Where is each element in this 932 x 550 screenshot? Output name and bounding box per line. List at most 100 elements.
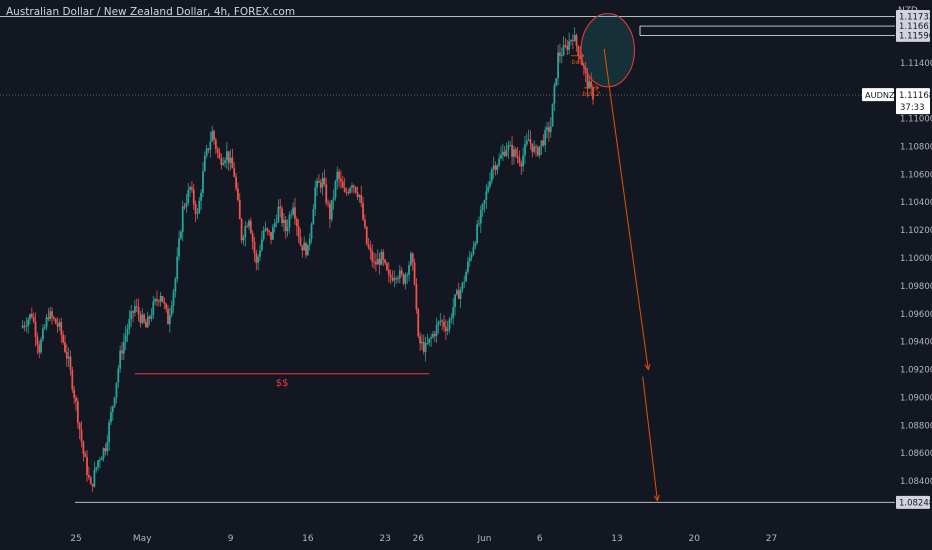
candle-body <box>161 295 164 302</box>
candle-body <box>501 151 504 156</box>
candle <box>76 397 79 429</box>
candle-body <box>187 189 190 204</box>
candle-body <box>260 239 263 251</box>
candle <box>566 40 569 56</box>
candle <box>378 252 381 275</box>
candle <box>133 299 136 317</box>
candle-body <box>102 448 105 458</box>
candle <box>316 177 318 197</box>
candle <box>501 143 504 161</box>
candle-body <box>32 317 35 322</box>
candle <box>47 308 50 322</box>
candle-body <box>159 295 162 302</box>
candle <box>49 306 52 322</box>
y-tick-label: 1.10000 <box>900 254 932 264</box>
y-tick-label: 1.09200 <box>900 366 932 376</box>
projection-arrowhead <box>644 363 651 371</box>
candle <box>185 194 188 213</box>
candle <box>264 221 267 233</box>
time-axis: 25 May 9 16 23 26 Jun 6 13 20 27 <box>70 534 777 544</box>
candle <box>286 219 289 237</box>
candle <box>546 122 548 139</box>
candle <box>419 332 421 352</box>
candle <box>356 186 359 201</box>
candle-body <box>557 52 559 79</box>
candle <box>216 146 219 159</box>
candle <box>487 181 490 194</box>
candle-body <box>485 191 488 201</box>
candle <box>373 252 375 269</box>
candle <box>312 204 315 225</box>
candle-body <box>87 475 90 478</box>
candle <box>255 249 258 271</box>
candle <box>25 317 28 333</box>
candle-body <box>409 253 412 266</box>
candle <box>476 220 479 245</box>
candle-body <box>483 200 486 204</box>
candle-body <box>220 158 223 165</box>
candle-body <box>340 178 342 182</box>
candle <box>308 233 311 251</box>
candle <box>198 197 201 214</box>
candle-body <box>67 356 70 359</box>
candle <box>189 185 191 197</box>
candle-body <box>559 52 561 56</box>
candle-body <box>242 237 245 241</box>
candle-body <box>358 195 361 197</box>
candle-body <box>225 151 228 161</box>
candle-body <box>441 320 444 322</box>
candle <box>93 461 96 488</box>
candle <box>82 440 85 462</box>
candle-body <box>122 341 125 354</box>
candle-body <box>191 187 193 190</box>
candle-body <box>95 467 98 471</box>
symbol-tag <box>862 88 894 102</box>
candle <box>520 160 523 175</box>
candle <box>294 197 296 225</box>
candle-body <box>29 314 31 320</box>
candle <box>222 157 225 166</box>
candle-body <box>540 140 543 147</box>
candle <box>84 451 87 458</box>
candle <box>58 318 61 331</box>
candle <box>143 312 145 324</box>
candle <box>163 297 166 310</box>
candle-body <box>277 206 280 223</box>
candle <box>408 261 410 282</box>
candle-body <box>192 189 195 205</box>
candle-body <box>546 127 548 130</box>
candle-body <box>592 86 594 100</box>
candle-body <box>570 40 572 42</box>
candle-body <box>248 220 250 227</box>
candle <box>433 330 436 342</box>
candle-body <box>319 182 322 188</box>
candle-body <box>170 305 173 315</box>
candle <box>516 147 519 164</box>
candle-body <box>181 206 184 232</box>
candle <box>292 202 295 217</box>
candle-body <box>167 308 169 325</box>
candle-body <box>165 303 168 309</box>
candle-body <box>376 258 379 265</box>
candle-body <box>520 163 523 167</box>
x-tick-label: 20 <box>689 534 701 544</box>
candle <box>273 218 276 233</box>
candle <box>110 405 112 425</box>
candle <box>157 299 160 307</box>
candle-body <box>25 326 28 328</box>
candle <box>211 125 214 142</box>
candle-body <box>525 140 528 145</box>
candle <box>525 133 528 147</box>
candle <box>375 253 377 272</box>
candle-body <box>542 140 545 146</box>
candle <box>492 156 495 179</box>
candle <box>240 217 243 244</box>
candle <box>130 304 133 327</box>
candle-body <box>467 261 469 273</box>
candle <box>203 151 206 172</box>
candle-body <box>408 265 410 275</box>
candle-body <box>329 203 331 220</box>
candle-body <box>514 149 517 156</box>
candle <box>369 240 372 260</box>
